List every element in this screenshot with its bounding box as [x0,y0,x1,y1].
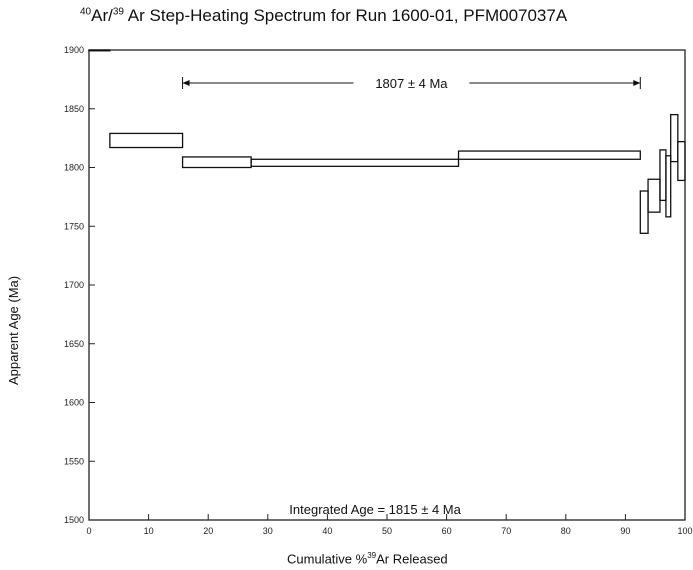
age-step-3 [181,156,252,169]
plot-frame [88,49,686,521]
age-step-11 [677,140,686,182]
chart-title: 40Ar/39 Ar Step-Heating Spectrum for Run… [80,6,693,26]
age-step-6 [639,190,649,234]
age-step-7 [647,178,661,213]
title-part-1: Ar/ [91,6,113,25]
x-tick-label: 90 [620,526,630,536]
integrated-age-label: Integrated Age = 1815 ± 4 Ma [289,502,461,517]
y-axis-ticks: 1500 1550 1600 1650 1700 1750 1800 1850 1900 [64,45,95,525]
y-tick-label: 1800 [64,163,84,173]
x-axis-ticks: 0 10 20 30 40 50 60 70 80 90 100 [86,514,693,536]
title-sup-40: 40 [80,6,92,18]
plateau-age-label: 1807 ± 4 Ma [375,76,448,91]
xlabel-sup: 39 [367,551,377,560]
x-tick-label: 80 [561,526,571,536]
y-tick-label: 1500 [64,515,84,525]
y-tick-label: 1600 [64,398,84,408]
y-tick-label: 1650 [64,339,84,349]
y-axis-label: Apparent Age (Ma) [6,275,21,385]
x-axis-label: Cumulative %39Ar Released [287,551,448,566]
x-tick-label: 30 [263,526,273,536]
plateau-arrow-left [182,80,190,86]
plateau-marker [182,77,641,89]
x-tick-label: 40 [322,526,332,536]
y-tick-label: 1900 [64,45,84,55]
x-tick-label: 10 [144,526,154,536]
age-steps [88,49,686,234]
title-sup-39: 39 [112,6,124,18]
y-tick-label: 1550 [64,456,84,466]
y-tick-label: 1750 [64,221,84,231]
xlabel-part-2: Ar Released [376,551,448,567]
x-tick-label: 50 [382,526,392,536]
x-tick-label: 100 [677,526,692,536]
title-part-3: Ar Step-Heating Spectrum for Run 1600-01… [127,6,568,25]
age-step-4 [250,158,460,167]
age-step-10 [670,113,679,163]
x-tick-label: 60 [442,526,452,536]
xlabel-part-1: Cumulative % [287,551,368,567]
plateau-arrow-right [633,80,641,86]
age-step-8 [659,149,667,202]
y-tick-label: 1700 [64,280,84,290]
age-step-9 [665,155,672,218]
age-step-2 [109,132,184,149]
age-step-1 [88,49,111,52]
y-tick-label: 1850 [64,104,84,114]
x-tick-label: 70 [501,526,511,536]
x-tick-label: 20 [203,526,213,536]
age-step-5 [457,150,641,160]
x-tick-label: 0 [86,526,91,536]
